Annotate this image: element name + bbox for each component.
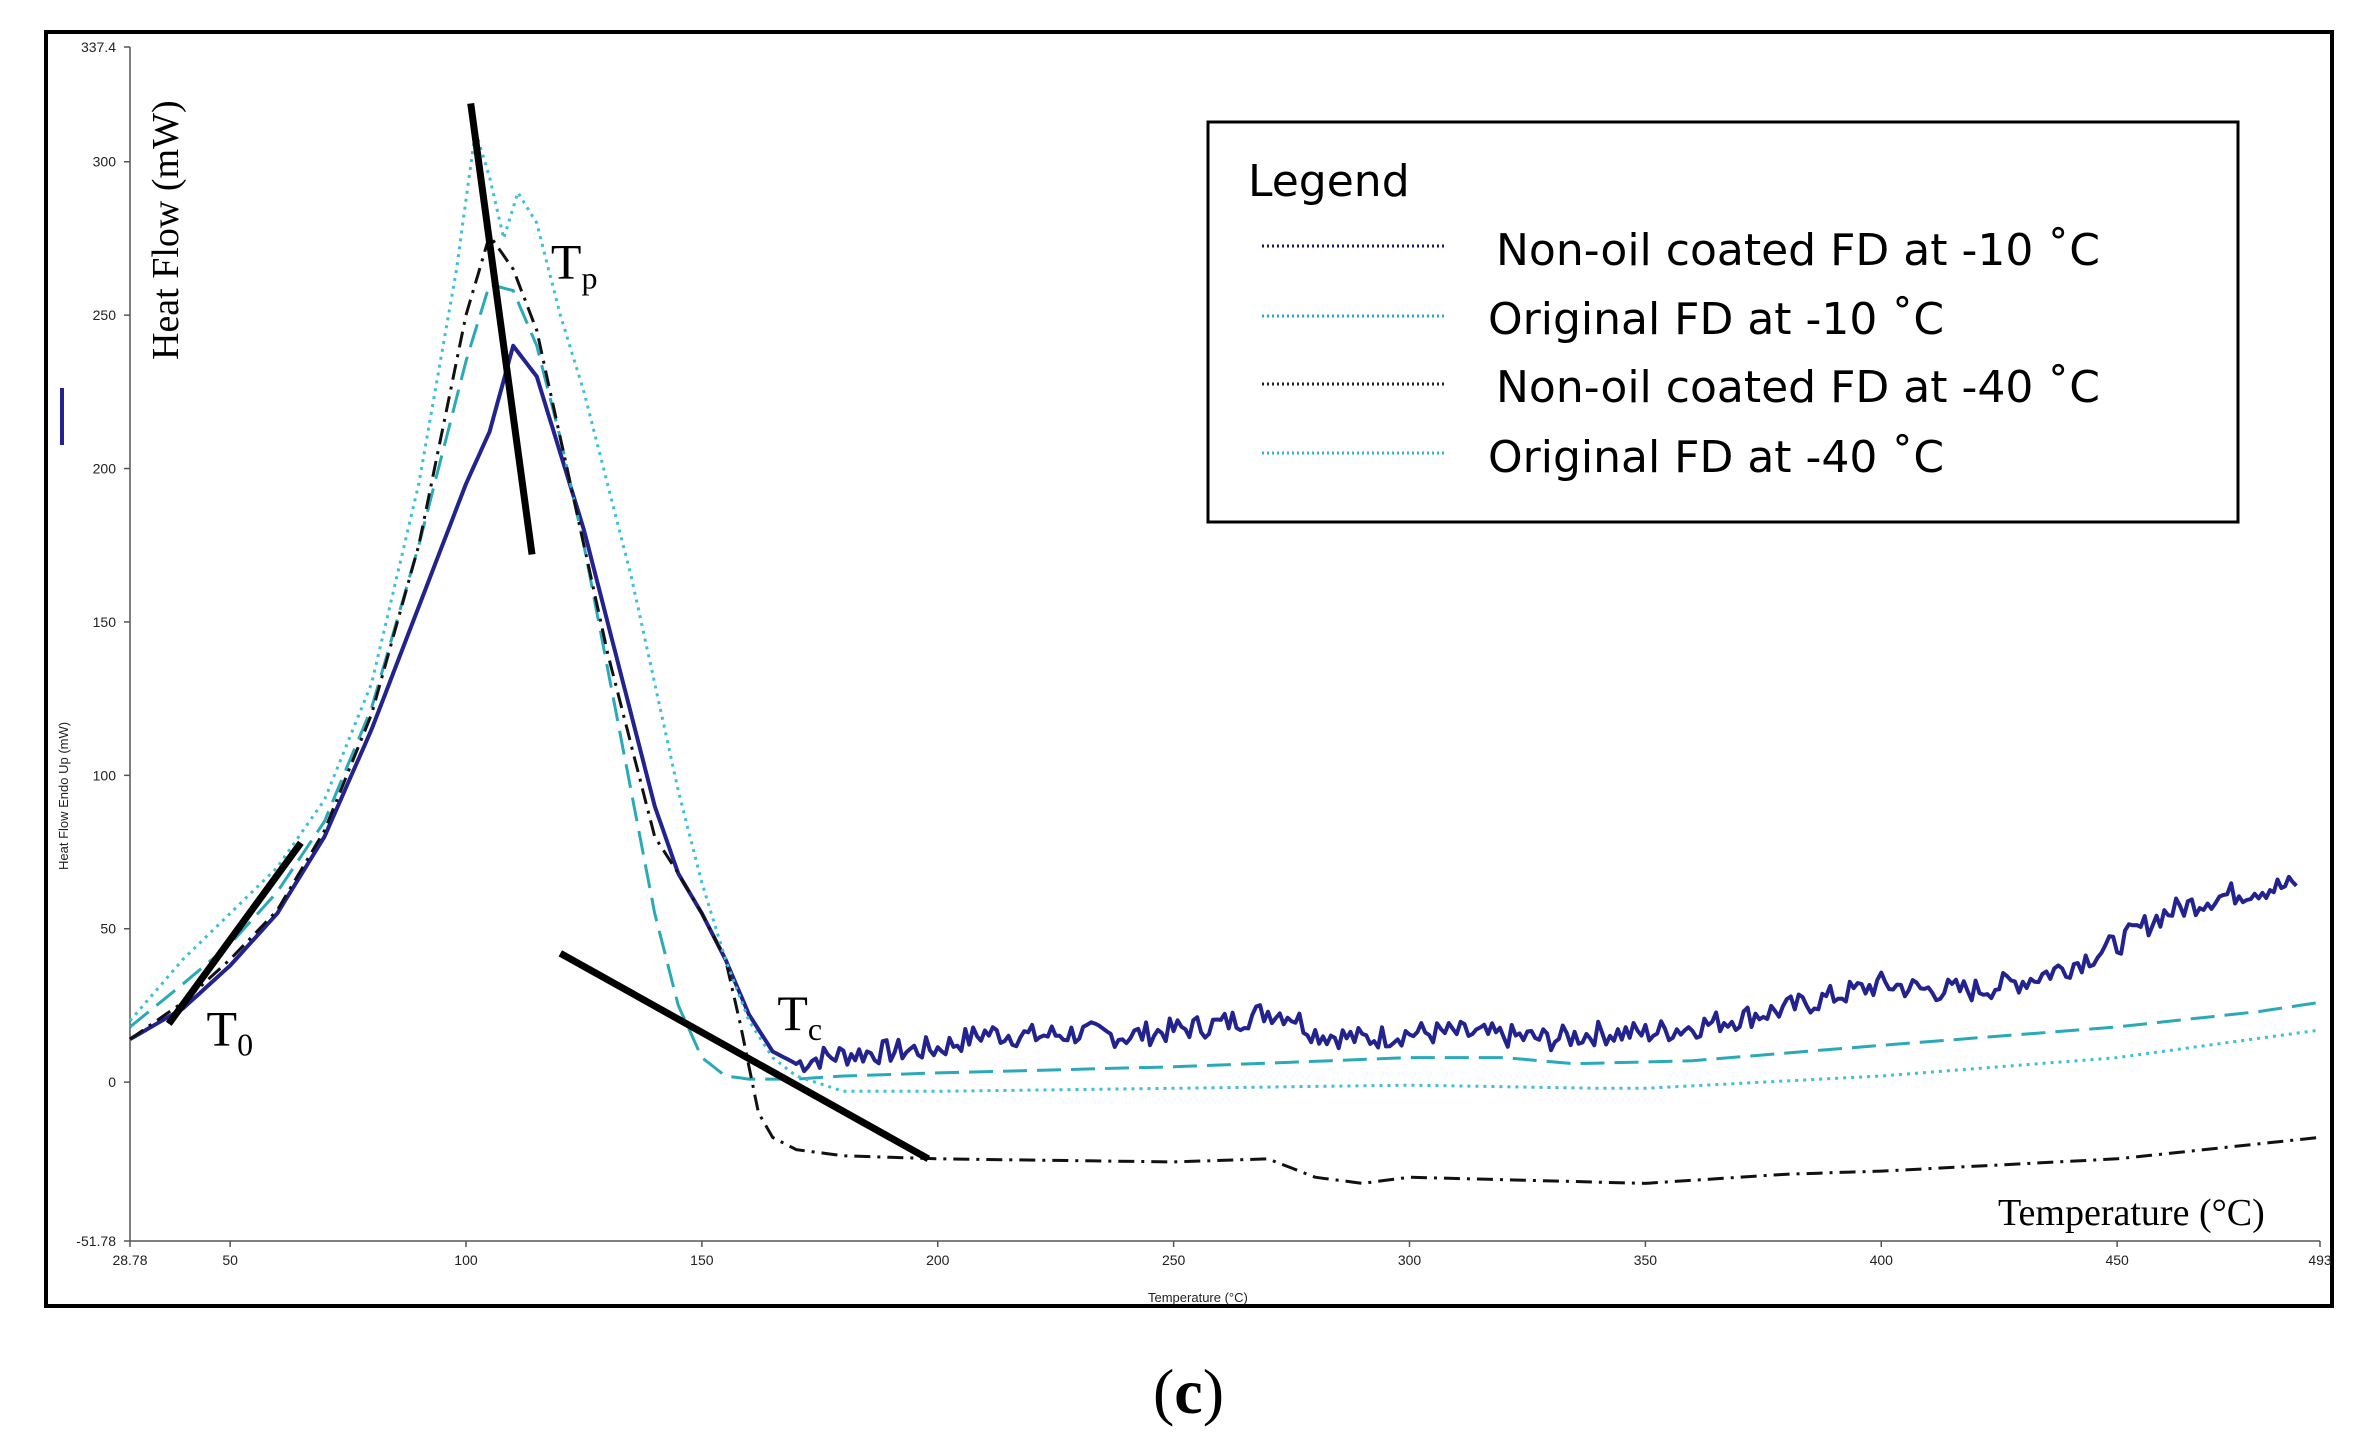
annotation-label-tp: Tp bbox=[551, 233, 598, 295]
annotation-label-t0: T0 bbox=[207, 1000, 254, 1062]
annotation-line-tp bbox=[467, 102, 536, 555]
y-tick-label: -51.78 bbox=[76, 1233, 116, 1249]
x-tick-label: 200 bbox=[926, 1252, 950, 1268]
legend-entry-4: Original FD at -40 ˚C bbox=[1488, 432, 1944, 483]
x-tick-label: 28.78 bbox=[112, 1252, 147, 1268]
y-axis-small-title: Heat Flow Endo Up (mW) bbox=[56, 722, 71, 870]
caption-letter: c bbox=[1174, 1356, 1203, 1427]
annotation-line-tc bbox=[558, 950, 931, 1162]
y-tick-label: 300 bbox=[93, 154, 117, 170]
series-line-2 bbox=[129, 283, 2321, 1081]
x-tick-label: 400 bbox=[1870, 1252, 1894, 1268]
ticks-layer: 28.78 50 100 150 200 250 300 350 400 450 493 337.4 3… bbox=[76, 39, 2332, 1268]
y-tick-label: 100 bbox=[93, 767, 117, 783]
y-axis-title: Heat Flow (mW) bbox=[145, 100, 187, 360]
legend-entry-2: Original FD at -10 ˚C bbox=[1488, 294, 1944, 345]
legend-box bbox=[1206, 120, 2240, 524]
x-tick-label: 50 bbox=[222, 1252, 238, 1268]
y-tick-label: 150 bbox=[93, 614, 117, 630]
y-tick-label: 200 bbox=[93, 461, 117, 477]
series-line-3 bbox=[129, 233, 2321, 1185]
legend-entry-1: Non-oil coated FD at -10 ˚C bbox=[1496, 225, 2100, 276]
x-tick-label: 100 bbox=[454, 1252, 478, 1268]
y-tick-label: 0 bbox=[108, 1074, 116, 1090]
annotation-line-t0 bbox=[165, 840, 304, 1026]
x-tick-label: 450 bbox=[2105, 1252, 2129, 1268]
legend: Legend Non-oil coated FD at -10 ˚C Origi… bbox=[1206, 120, 2240, 524]
x-tick-label: 350 bbox=[1634, 1252, 1658, 1268]
x-tick-label: 493 bbox=[2308, 1252, 2332, 1268]
annotation-layer: T0 Tp Tc bbox=[165, 102, 931, 1162]
x-tick-label: 150 bbox=[690, 1252, 714, 1268]
annotation-label-tc: Tc bbox=[777, 985, 822, 1047]
x-tick-label: 300 bbox=[1398, 1252, 1422, 1268]
series-line-4 bbox=[128, 129, 2321, 1093]
x-axis-title: Temperature (°C) bbox=[1998, 1192, 2265, 1234]
series-line-1 bbox=[128, 343, 2298, 1074]
x-tick-label: 250 bbox=[1162, 1252, 1186, 1268]
legend-entry-3: Non-oil coated FD at -40 ˚C bbox=[1496, 362, 2100, 413]
y-tick-label: 250 bbox=[93, 307, 117, 323]
figure-caption: (c) bbox=[1152, 1356, 1225, 1427]
x-axis-small-title: Temperature (°C) bbox=[1148, 1290, 1248, 1305]
series-layer bbox=[128, 129, 2321, 1185]
legend-title: Legend bbox=[1248, 156, 1410, 207]
y-tick-label: 50 bbox=[100, 921, 116, 937]
y-tick-label: 337.4 bbox=[81, 39, 116, 55]
